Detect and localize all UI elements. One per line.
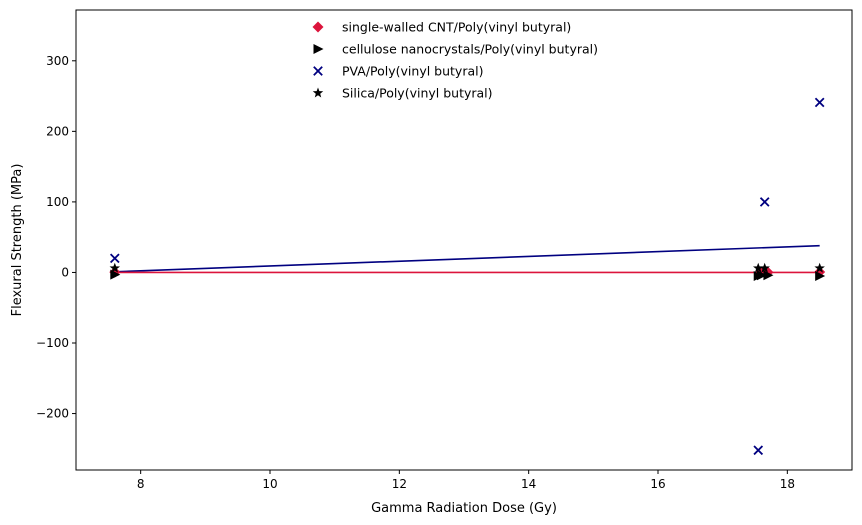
legend-marker-cellulose-nanocrystals-poly-vinyl-butyral (313, 44, 324, 54)
point-cellulose-nanocrystals-poly-vinyl-butyral (110, 269, 121, 280)
x-tick-label: 8 (137, 477, 145, 491)
y-axis-title: Flexural Strength (MPa) (10, 164, 25, 317)
point-pva-poly-vinyl-butyral (753, 445, 764, 456)
x-tick-label: 14 (521, 477, 536, 491)
data-points (109, 97, 826, 456)
y-tick-label: 100 (46, 195, 69, 209)
x-tick-label: 12 (392, 477, 407, 491)
legend: single-walled CNT/Poly(vinyl butyral) cel… (312, 20, 598, 101)
point-pva-poly-vinyl-butyral (759, 197, 770, 207)
y-tick-label: 300 (46, 54, 69, 68)
point-silica-poly-vinyl-butyral (814, 262, 825, 273)
y-tick-label: −200 (36, 407, 69, 421)
point-pva-poly-vinyl-butyral (814, 97, 825, 108)
point-cellulose-nanocrystals-poly-vinyl-butyral (763, 270, 774, 281)
y-tick-label: 0 (61, 265, 69, 279)
legend-marker-silica-poly-vinyl-butyral (312, 87, 324, 98)
legend-marker-single-walled-cnt-poly-vinyl-butyral (312, 21, 324, 33)
legend-label: single-walled CNT/Poly(vinyl butyral) (342, 20, 571, 35)
y-tick-label: 200 (46, 124, 69, 138)
x-axis-title: Gamma Radiation Dose (Gy) (371, 501, 557, 516)
point-silica-poly-vinyl-butyral (759, 262, 770, 273)
point-pva-poly-vinyl-butyral (109, 253, 120, 264)
legend-marker-pva-poly-vinyl-butyral (313, 66, 323, 76)
point-silica-poly-vinyl-butyral (109, 262, 121, 273)
legend-label: Silica/Poly(vinyl butyral) (342, 86, 493, 101)
x-tick-label: 18 (780, 477, 795, 491)
legend-label: PVA/Poly(vinyl butyral) (342, 64, 483, 79)
x-tick-label: 16 (650, 477, 665, 491)
legend-label: cellulose nanocrystals/Poly(vinyl butyra… (342, 42, 598, 57)
plot-area (75, 9, 853, 471)
point-cellulose-nanocrystals-poly-vinyl-butyral (756, 270, 767, 281)
point-silica-poly-vinyl-butyral (753, 262, 764, 273)
y-tick-label: −100 (36, 336, 69, 350)
y-axis-ticks: −200 −100 0 100 200 300 (36, 54, 76, 421)
trend-line-pva-poly-vinyl-butyral (114, 244, 820, 273)
x-tick-label: 10 (262, 477, 277, 491)
point-cellulose-nanocrystals-poly-vinyl-butyral (815, 270, 826, 281)
x-axis-ticks: 8 10 12 14 16 18 (137, 470, 795, 491)
trend-lines (114, 244, 820, 274)
